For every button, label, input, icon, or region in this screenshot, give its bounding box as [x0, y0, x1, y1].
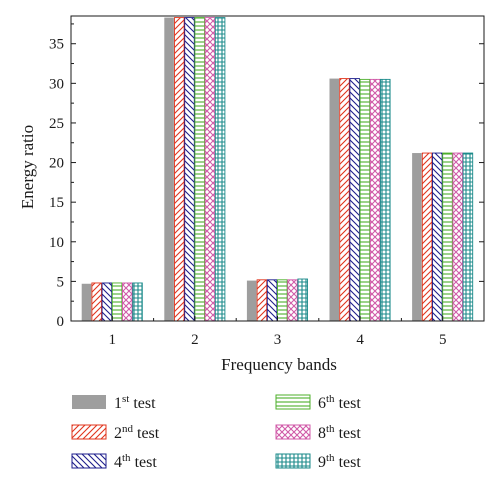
bar-band-2-series-6 [214, 17, 226, 322]
bar-band-1-series-4 [111, 282, 123, 322]
bar-band-2-series-1 [164, 17, 174, 322]
bar-band-5-series-5 [452, 152, 463, 322]
legend-label-4: 6th test [318, 393, 361, 412]
y-tick-label: 30 [49, 76, 64, 92]
x-tick-label: 3 [274, 332, 282, 348]
x-tick-label: 5 [439, 332, 447, 348]
bars-layer [81, 17, 474, 322]
axes-layer: 0 5 10 15 20 25 30 35 1 2 3 4 5 [49, 15, 485, 348]
legend-label-1: 1st test [114, 393, 156, 412]
y-tick-label: 15 [49, 195, 64, 211]
bar-band-4-series-2 [339, 78, 350, 322]
bar-band-3-series-6 [297, 278, 308, 322]
bar-band-1-series-6 [132, 282, 143, 322]
bar-band-5-series-4 [442, 152, 453, 322]
legend-swatch-5 [275, 424, 311, 440]
legend-label-3: 4th test [114, 452, 157, 471]
x-axis-label: Frequency bands [221, 355, 337, 374]
legend-label-2: 2nd test [114, 423, 160, 442]
y-tick-label: 35 [49, 37, 64, 53]
legend-swatch-4 [275, 394, 311, 410]
bar-band-5-series-2 [421, 152, 433, 322]
bar-band-2-series-4 [194, 17, 205, 322]
y-tick-label: 10 [49, 235, 64, 251]
legend-label-6: 9th test [318, 452, 361, 471]
y-tick-label: 20 [49, 156, 64, 172]
legend-swatch-2 [71, 424, 107, 440]
x-tick-label: 1 [109, 332, 117, 348]
bar-band-1-series-3 [101, 282, 113, 322]
bar-band-1-series-1 [81, 283, 92, 321]
bar-band-1-series-5 [122, 282, 133, 322]
legend: 1st test 2nd test 4th test 6th test 8th test… [71, 393, 361, 471]
bar-band-3-series-2 [256, 279, 268, 322]
bar-band-5-series-1 [412, 153, 422, 321]
bar-band-4-series-4 [359, 78, 371, 322]
bar-band-1-series-2 [91, 282, 102, 322]
bar-band-4-series-5 [369, 78, 381, 322]
bar-band-3-series-3 [266, 279, 278, 322]
bar-band-2-series-2 [174, 17, 185, 322]
bar-band-5-series-6 [462, 152, 474, 322]
bar-band-4-series-1 [329, 78, 340, 321]
y-axis-label: Energy ratio [18, 125, 37, 209]
bar-band-4-series-3 [349, 78, 360, 322]
legend-swatch-3 [71, 453, 107, 469]
y-tick-label: 0 [57, 314, 65, 330]
y-tick-label: 25 [49, 116, 64, 132]
bar-band-3-series-5 [287, 279, 298, 322]
legend-swatch-6 [275, 453, 311, 469]
bar-band-3-series-4 [277, 279, 288, 322]
legend-swatch-1 [72, 395, 106, 409]
bar-band-5-series-3 [432, 152, 443, 322]
bar-band-4-series-6 [380, 78, 391, 322]
x-tick-label: 4 [356, 332, 364, 348]
legend-label-5: 8th test [318, 423, 361, 442]
bar-band-2-series-3 [184, 17, 195, 322]
y-tick-label: 5 [57, 274, 65, 290]
x-tick-label: 2 [191, 332, 199, 348]
bar-band-3-series-1 [246, 280, 257, 321]
bar-band-2-series-5 [204, 17, 216, 322]
